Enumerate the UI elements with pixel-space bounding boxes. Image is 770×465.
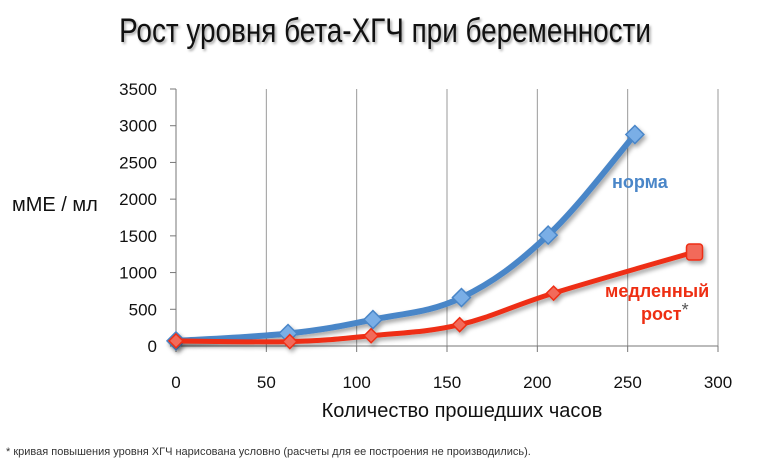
footnote: * кривая повышения уровня ХГЧ нарисована… (6, 446, 531, 458)
data-point (281, 333, 298, 350)
x-axis-label: Количество прошедших часов (322, 400, 603, 422)
x-tick-label: 300 (704, 373, 732, 392)
x-tick-label: 250 (613, 373, 641, 392)
series (165, 124, 704, 351)
axes (170, 88, 719, 352)
series-label-slow-line2: рост* (641, 300, 689, 324)
tick-labels: 0 500 1000 1500 2000 2500 3000 3500 0 50 100 150 200… (119, 80, 732, 392)
chart-plot: 0 500 1000 1500 2000 2500 3000 3500 0 50 100 150 200… (12, 80, 732, 422)
y-tick-label: 1500 (119, 227, 157, 246)
y-tick-label: 500 (129, 300, 157, 319)
data-point (362, 309, 383, 330)
series-line (173, 249, 698, 345)
data-point (538, 225, 559, 246)
series-line (173, 131, 638, 344)
grid-lines (265, 89, 719, 346)
y-axis-label: мМЕ / мл (12, 194, 98, 216)
data-point (451, 316, 468, 333)
x-tick-label: 200 (523, 373, 551, 392)
y-tick-label: 3500 (119, 80, 157, 99)
chart-title: Рост уровня бета-ХГЧ при беременности (119, 12, 651, 50)
data-point (624, 124, 645, 145)
data-point (167, 332, 185, 349)
series-label-norm: норма (612, 172, 669, 192)
y-tick-label: 0 (148, 337, 157, 356)
y-tick-label: 1000 (119, 264, 157, 283)
data-point (363, 327, 380, 344)
y-tick-label: 3000 (119, 117, 157, 136)
data-point (545, 285, 562, 302)
y-tick-label: 2500 (119, 153, 157, 172)
x-tick-label: 0 (171, 373, 180, 392)
series-label-slow-word: рост (641, 304, 682, 324)
y-tick-label: 2000 (119, 190, 157, 209)
series-0 (165, 124, 645, 351)
x-tick-label: 50 (257, 373, 276, 392)
data-point (685, 243, 704, 261)
data-point (451, 287, 472, 308)
x-tick-label: 150 (433, 373, 461, 392)
footnote-asterisk: * (682, 300, 689, 320)
series-label-slow-line1: медленный (605, 281, 709, 301)
x-tick-label: 100 (342, 373, 370, 392)
series-1 (167, 243, 704, 350)
